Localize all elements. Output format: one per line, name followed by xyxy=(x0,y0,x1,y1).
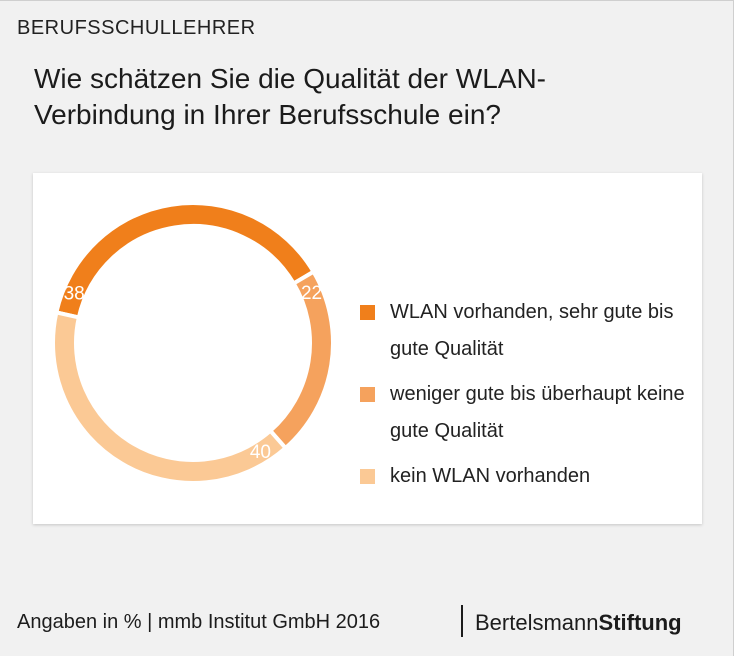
legend-label-3: kein WLAN vorhanden xyxy=(390,465,591,487)
legend-label-2: weniger gute bis überhaupt keine gute Qu… xyxy=(390,383,685,442)
chart-panel: 38 22 40 WLAN vorhanden, sehr gute bis gut… xyxy=(33,173,702,524)
donut-slice-3 xyxy=(51,310,289,485)
legend-swatch-2 xyxy=(360,387,375,402)
legend-swatch-1 xyxy=(360,305,375,320)
brand-bold: Stiftung xyxy=(598,610,682,635)
legend-label-1: WLAN vorhanden, sehr gute bis gute Quali… xyxy=(390,301,674,360)
category-label: BERUFSSCHULLEHRER xyxy=(17,17,256,39)
legend-item-1: WLAN vorhanden, sehr gute bis gute Quali… xyxy=(360,294,690,368)
legend-swatch-3 xyxy=(360,469,375,484)
legend-item-3: kein WLAN vorhanden xyxy=(360,458,690,495)
slice-value-label-2: 22 xyxy=(301,283,322,304)
brand-regular: Bertelsmann xyxy=(475,610,599,635)
donut-slice-1 xyxy=(53,201,317,320)
chart-title: Wie schätzen Sie die Qualität der WLAN-V… xyxy=(34,63,546,130)
chart-legend: WLAN vorhanden, sehr gute bis gute Quali… xyxy=(360,294,690,503)
legend-item-2: weniger gute bis überhaupt keine gute Qu… xyxy=(360,376,690,450)
donut-chart: 38 22 40 xyxy=(51,201,335,485)
slice-value-label-3: 40 xyxy=(250,442,271,463)
footer-divider xyxy=(461,605,463,637)
brand-logo: BertelsmannStiftung xyxy=(475,610,682,636)
slice-value-label-1: 38 xyxy=(64,284,85,305)
footer-source: Angaben in % | mmb Institut GmbH 2016 xyxy=(17,611,381,633)
